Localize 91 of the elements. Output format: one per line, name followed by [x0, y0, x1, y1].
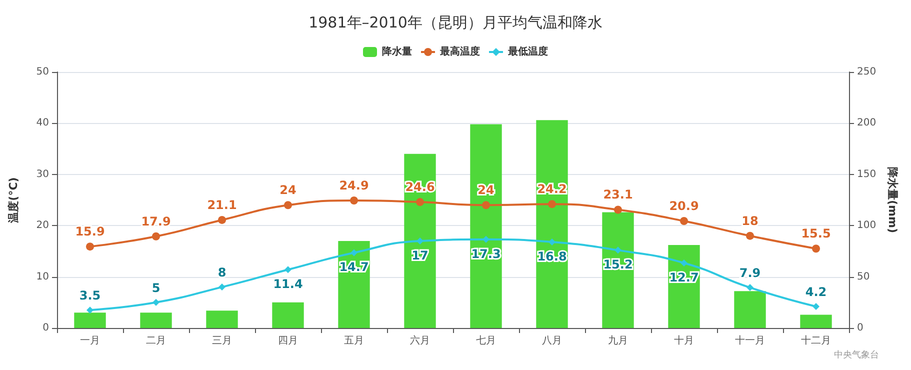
data-label: 17: [412, 248, 428, 262]
data-label: 24.2: [537, 182, 567, 196]
data-label: 16.8: [537, 249, 567, 264]
legend-label: 最高温度: [439, 46, 480, 58]
point: [86, 242, 94, 251]
y2-tick-label: 200: [857, 118, 876, 129]
y-tick-label: 20: [36, 220, 49, 232]
data-label: 15.2: [603, 258, 633, 272]
point: [218, 284, 226, 291]
bar: [272, 302, 304, 328]
y2-axis-title: 降水量(mm): [886, 167, 899, 233]
data-label: 5: [152, 280, 160, 295]
point: [284, 201, 292, 210]
data-label: 21.1: [207, 198, 237, 212]
point: [416, 198, 424, 206]
data-label: 7.9: [739, 266, 761, 280]
y2-tick-label: 50: [857, 271, 870, 282]
data-label: 18: [742, 214, 758, 228]
data-label: 4.2: [805, 284, 827, 299]
data-label: 24: [478, 183, 494, 198]
x-tick-label: 十一月: [735, 334, 765, 346]
y-tick-label: 40: [36, 118, 49, 129]
x-tick-label: 八月: [542, 336, 562, 346]
data-label: 15.9: [75, 224, 105, 239]
data-label: 20.9: [669, 198, 699, 213]
point: [812, 302, 820, 310]
y-tick-label: 50: [36, 66, 49, 78]
y2-tick-label: 100: [857, 220, 876, 232]
point: [680, 216, 688, 225]
point: [746, 232, 754, 240]
x-tick-label: 六月: [410, 334, 430, 346]
y-tick-label: 0: [42, 322, 49, 334]
x-tick-label: 十二月: [801, 334, 831, 346]
bar: [668, 245, 700, 328]
point: [152, 232, 160, 240]
point: [548, 238, 556, 246]
bar: [800, 314, 832, 328]
y2-tick-label: 0: [857, 322, 864, 334]
x-tick-label: 五月: [344, 336, 364, 346]
point: [86, 306, 94, 314]
bar: [536, 120, 568, 328]
x-tick-label: 七月: [476, 334, 496, 346]
point: [284, 266, 292, 274]
point: [218, 216, 226, 224]
point: [812, 244, 820, 253]
y-tick-label: 30: [36, 168, 49, 180]
bar: [338, 240, 370, 328]
data-label: 17.9: [141, 214, 171, 228]
legend-label: 降水量: [382, 46, 412, 58]
text: 中央气象台: [834, 350, 879, 360]
x-tick-label: 十月: [674, 334, 694, 346]
bar: [470, 124, 502, 328]
data-label: 14.7: [339, 260, 369, 274]
x-tick-label: 二月: [146, 336, 166, 346]
bar: [140, 312, 172, 328]
data-label: 8: [218, 266, 226, 280]
data-label: 3.5: [79, 288, 101, 303]
point: [614, 206, 622, 214]
bar: [74, 312, 106, 328]
data-label: 17.3: [471, 246, 501, 261]
data-label: 15.5: [801, 226, 831, 241]
chart-title: 1981年–2010年（昆明）月平均气温和降水: [308, 14, 602, 32]
point: [680, 259, 688, 266]
point: [548, 200, 556, 208]
bar: [734, 291, 766, 328]
data-label: 11.4: [273, 277, 303, 292]
data-label: 24.6: [405, 180, 435, 194]
point: [416, 237, 424, 244]
point: [350, 196, 358, 205]
bar: [206, 310, 238, 328]
x-tick-label: 三月: [212, 336, 232, 346]
data-label: 23.1: [603, 188, 633, 202]
x-tick-label: 四月: [278, 336, 298, 346]
data-label: 12.7: [669, 270, 699, 284]
point: [746, 284, 754, 292]
point: [482, 236, 490, 243]
legend-label: 最低温度: [507, 46, 548, 58]
point: [152, 298, 160, 306]
bar: [602, 212, 634, 328]
point: [350, 249, 358, 256]
point: [482, 201, 490, 210]
y2-tick-label: 250: [857, 66, 876, 78]
y-axis-title: 温度(°C): [7, 177, 20, 224]
bar: [404, 154, 436, 328]
data-label: 24.9: [339, 178, 369, 193]
x-tick-label: 一月: [80, 336, 100, 346]
y2-tick-label: 150: [857, 168, 876, 180]
data-label: 24: [280, 183, 296, 198]
y-tick-label: 10: [36, 271, 49, 282]
point: [614, 246, 622, 254]
x-tick-label: 九月: [608, 334, 628, 346]
